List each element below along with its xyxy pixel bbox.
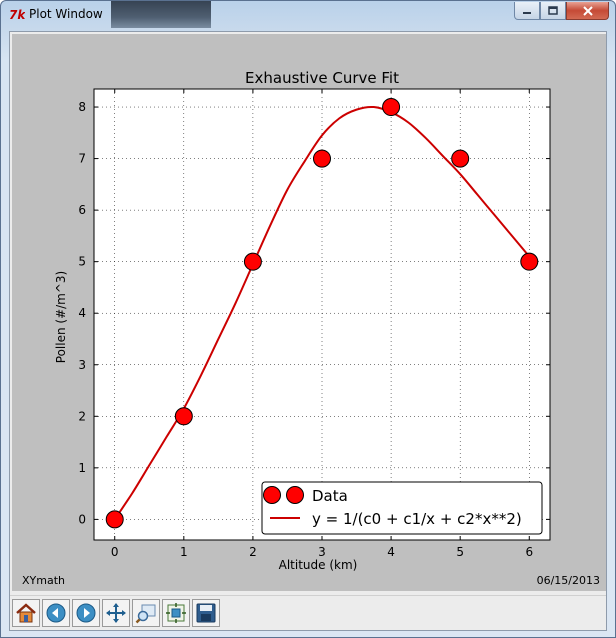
close-button[interactable] — [566, 2, 609, 20]
client-area: 0 1 2 3 4 5 6 0 1 2 3 4 5 6 7 8 Exhaustive Curve Fit Al… — [9, 31, 607, 631]
arrow-left-icon — [46, 603, 66, 623]
date-label: 06/15/2013 — [536, 574, 600, 587]
arrow-right-icon — [76, 603, 96, 623]
save-button[interactable] — [192, 599, 220, 627]
move-arrows-icon — [106, 603, 126, 623]
title-bar[interactable]: 7k Plot Window — [1, 1, 615, 28]
x-tick-label: 6 — [525, 545, 533, 559]
x-tick-label: 0 — [111, 545, 119, 559]
axis-ticks: 0 1 2 3 4 5 6 0 1 2 3 4 5 6 7 8 — [78, 89, 550, 559]
axes-frame — [93, 88, 551, 541]
y-tick-label: 0 — [78, 512, 86, 526]
svg-text:7k: 7k — [9, 8, 25, 21]
y-tick-label: 5 — [78, 255, 86, 269]
navigation-toolbar — [10, 595, 606, 630]
window-controls — [514, 2, 609, 20]
data-point — [313, 149, 331, 168]
x-tick-label: 1 — [180, 545, 188, 559]
zoom-rectangle-icon — [135, 604, 156, 624]
data-point — [382, 98, 401, 117]
data-point — [105, 510, 124, 529]
x-tick-label: 4 — [387, 545, 395, 559]
floppy-disk-icon — [196, 603, 216, 623]
figure-canvas: 0 1 2 3 4 5 6 0 1 2 3 4 5 6 7 8 Exhaustive Curve Fit Al… — [12, 34, 606, 591]
configure-subplots-icon — [166, 603, 186, 623]
back-button[interactable] — [42, 599, 70, 627]
minimize-icon — [523, 11, 531, 14]
y-tick-label: 1 — [78, 461, 86, 475]
title-bar-shading — [111, 1, 211, 28]
chart-title: Exhaustive Curve Fit — [245, 69, 399, 87]
zoom-button[interactable] — [132, 599, 160, 627]
y-axis-label: Pollen (#/m^3) — [54, 271, 68, 363]
app-name-label: XYmath — [22, 574, 65, 587]
y-tick-label: 6 — [78, 203, 86, 217]
legend-fit-label: y = 1/(c0 + c1/x + c2*x**2) — [312, 510, 522, 528]
y-tick-label: 8 — [78, 100, 86, 114]
maximize-button[interactable] — [540, 2, 566, 20]
tk-feather-icon: 7k — [9, 8, 25, 21]
data-point — [243, 252, 262, 271]
home-icon — [16, 603, 36, 623]
legend-box — [261, 481, 543, 535]
minimize-button[interactable] — [514, 2, 540, 20]
plot-svg[interactable]: 0 1 2 3 4 5 6 0 1 2 3 4 5 6 7 8 Exhaustive Curve Fit Al… — [12, 34, 606, 591]
data-point — [451, 149, 470, 168]
x-tick-label: 3 — [318, 545, 326, 559]
subplots-button[interactable] — [162, 599, 190, 627]
y-tick-label: 3 — [78, 358, 86, 372]
window-title: Plot Window — [29, 7, 103, 21]
y-tick-label: 4 — [78, 306, 86, 320]
data-points — [105, 98, 539, 529]
legend: Data y = 1/(c0 + c1/x + c2*x**2) — [261, 481, 543, 535]
x-tick-label: 5 — [456, 545, 464, 559]
y-tick-label: 7 — [78, 152, 86, 166]
x-axis-label: Altitude (km) — [279, 558, 358, 572]
data-point — [520, 252, 539, 271]
forward-button[interactable] — [72, 599, 100, 627]
legend-data-marker-2 — [286, 486, 304, 504]
x-tick-label: 2 — [249, 545, 257, 559]
y-tick-label: 2 — [78, 409, 86, 423]
maximize-icon — [548, 6, 558, 15]
pan-button[interactable] — [102, 599, 130, 627]
legend-data-marker-1 — [263, 486, 281, 504]
legend-data-label: Data — [312, 487, 348, 505]
home-button[interactable] — [12, 599, 40, 627]
data-point — [174, 407, 193, 426]
close-icon — [582, 5, 593, 16]
